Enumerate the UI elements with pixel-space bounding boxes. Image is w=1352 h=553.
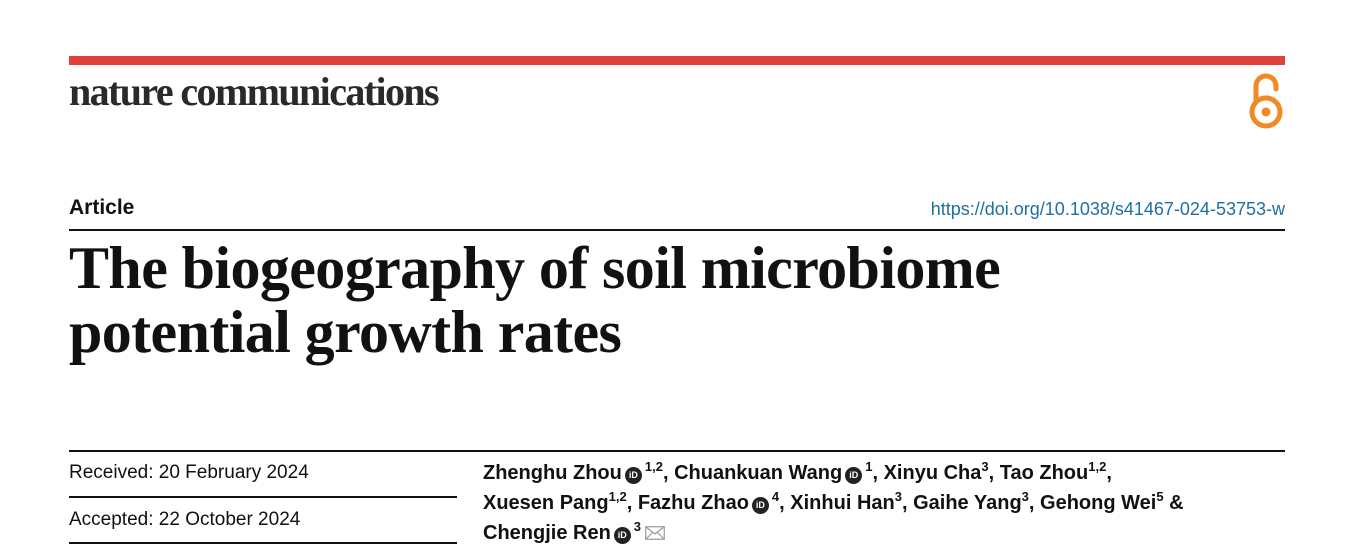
affiliation-superscript[interactable]: 3 [1021,489,1029,504]
author-name[interactable]: Xinyu Cha [883,462,982,484]
author-name[interactable]: Fazhu Zhao [637,492,749,514]
author-name[interactable]: Zhenghu Zhou [483,462,622,484]
affiliation-superscript[interactable]: 1 [865,459,873,474]
affiliation-superscript[interactable]: 1,2 [608,489,627,504]
author-list: Zhenghu Zhou iD1,2, Chuankuan Wang iD1, Xi… [483,458,1263,548]
article-type-label: Article [69,196,135,219]
date-divider [69,542,457,544]
author-separator: , [872,462,884,484]
author-separator: , [626,492,638,514]
title-line-2: potential growth rates [69,299,622,365]
affiliation-superscript[interactable]: 3 [894,489,902,504]
orcid-icon[interactable]: iD [845,467,863,484]
author-name[interactable]: Chuankuan Wang [674,462,843,484]
author-name[interactable]: Gehong Wei [1040,492,1157,514]
email-envelope-icon[interactable] [645,526,665,540]
author-separator: , [988,462,1000,484]
author-separator: , [1106,462,1112,484]
accepted-date: Accepted: 22 October 2024 [69,509,301,530]
affiliation-superscript[interactable]: 1,2 [1088,459,1107,474]
affiliation-superscript[interactable]: 5 [1156,489,1164,504]
author-name[interactable]: Chengjie Ren [483,522,611,544]
affiliation-superscript[interactable]: 4 [771,489,780,504]
date-divider [69,496,457,498]
affiliation-superscript[interactable]: 3 [981,459,989,474]
author-separator: , [662,462,675,484]
author-name[interactable]: Xinhui Han [790,492,895,514]
author-separator: , [1028,492,1041,514]
received-date: Received: 20 February 2024 [69,462,309,483]
journal-accent-bar [69,56,1285,65]
affiliation-superscript[interactable]: 1,2 [644,459,663,474]
affiliation-superscript[interactable]: 3 [633,519,642,534]
author-separator: & [1163,492,1184,514]
article-title: The biogeography of soil microbiome pote… [69,236,1269,364]
header-divider [69,229,1285,231]
orcid-icon[interactable]: iD [613,527,631,544]
journal-name[interactable]: nature communications [69,69,440,114]
open-access-lock-icon [1249,73,1283,129]
author-separator: , [901,492,914,514]
author-separator: , [779,492,791,514]
orcid-icon[interactable]: iD [624,467,642,484]
metadata-divider [69,450,1285,452]
author-name[interactable]: Xuesen Pang [483,492,609,514]
title-line-1: The biogeography of soil microbiome [69,235,1001,301]
doi-link[interactable]: https://doi.org/10.1038/s41467-024-53753… [930,199,1285,219]
author-name[interactable]: Tao Zhou [999,462,1089,484]
author-name[interactable]: Gaihe Yang [913,492,1022,514]
orcid-icon[interactable]: iD [751,497,769,514]
